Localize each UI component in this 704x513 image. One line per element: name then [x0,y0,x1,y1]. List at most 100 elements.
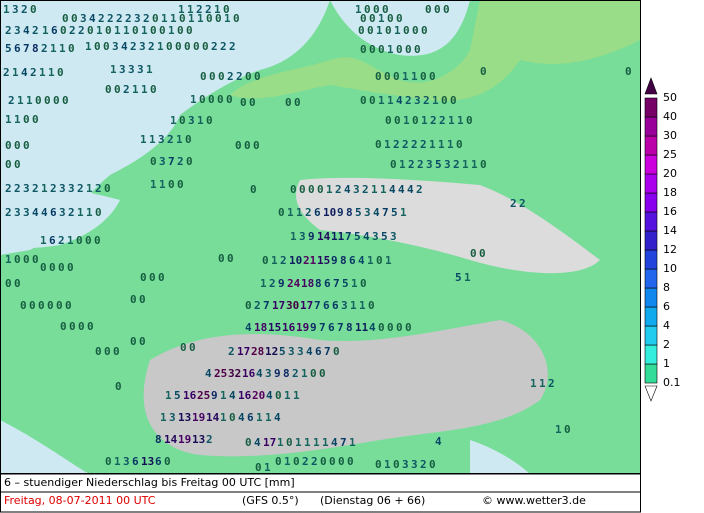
precip-value: 1 [293,389,300,402]
precip-value: 1 [48,66,55,79]
precip-value: 2 [416,183,423,196]
precip-value: 1 [290,230,297,243]
precip-value: 1 [400,206,407,219]
precip-value: 0 [434,3,441,16]
precip-value: 1 [86,182,93,195]
legend-swatch [644,306,658,327]
precip-value: 0 [105,24,112,37]
precip-value: 3 [80,12,87,25]
precip-value: 0 [317,183,324,196]
precip-value: 3 [137,63,144,76]
precip-value: 5 [435,158,442,171]
precip-value: 0 [177,178,184,191]
precip-value: 1 [110,63,117,76]
precip-value: 1 [3,3,10,16]
precip-value: 32 [228,367,241,380]
precip-value: 1 [220,411,227,424]
precip-value: 1 [5,113,12,126]
precip-value: 0 [254,70,261,83]
precip-value: 1 [197,12,204,25]
precip-value: 18 [254,321,267,334]
precip-value: 1 [86,206,93,219]
precip-value: 2 [5,206,12,219]
precip-value: 0 [244,139,251,152]
precip-value: 1 [351,277,358,290]
precip-value: 3 [23,182,30,195]
precip-value: 0 [78,320,85,333]
precip-value: 12 [265,345,278,358]
legend-label: 12 [663,243,677,256]
precip-value: 0 [394,114,401,127]
precip-value: 25 [197,389,210,402]
precip-value: 0 [360,43,367,56]
precip-value: 13 [178,411,191,424]
precip-value: 0 [245,299,252,312]
precip-value: 0 [95,345,102,358]
precip-value: 0 [40,261,47,274]
precip-value: 0 [139,335,146,348]
precip-value: 2 [393,138,400,151]
precip-value: 0 [206,12,213,25]
precip-value: 0 [76,234,83,247]
precip-value: 1 [256,411,263,424]
precip-value: 1 [350,299,357,312]
precip-value: 3 [159,155,166,168]
precip-value: 3 [372,230,379,243]
precip-value: 0 [208,93,215,106]
precip-value: 0 [152,12,159,25]
precip-value: 0 [95,206,102,219]
precip-value: 9 [278,277,285,290]
precip-value: 21 [303,254,317,267]
precip-value: 0 [104,345,111,358]
precip-value: 1 [141,83,148,96]
precip-value: 0 [412,114,419,127]
precip-value: 2 [205,3,212,16]
precip-value: 2 [50,182,57,195]
precip-value: 1 [313,436,320,449]
precip-value: 1 [123,24,130,37]
precip-value: 14 [164,433,178,446]
precip-value: 0 [373,3,380,16]
precip-value: 2 [254,299,261,312]
precip-value: 7 [23,42,30,55]
precip-value: 1 [265,411,272,424]
precip-value: 0 [369,43,376,56]
precip-value: 0 [227,252,234,265]
precip-value: 3 [14,24,21,37]
precip-value: 1 [421,114,428,127]
precip-value: 0 [149,271,156,284]
precip-value: 6 [332,299,339,312]
precip-value: 6 [315,345,322,358]
precip-value: 0 [130,293,137,306]
precip-value: 2 [30,66,37,79]
precip-value: 1 [161,12,168,25]
precip-value: 0 [193,40,200,53]
precip-value: 1 [168,24,175,37]
legend-label: 40 [663,110,677,123]
precip-value: 17 [263,436,276,449]
precip-value: 4 [32,206,39,219]
precip-value: 2 [68,206,75,219]
precip-value: 24 [287,277,301,290]
precip-value: 0 [235,139,242,152]
precip-value: 3 [139,40,146,53]
precip-value: 0 [166,40,173,53]
precip-value: 1 [284,389,291,402]
precip-value: 2 [510,197,517,210]
precip-value: 2 [519,197,526,210]
precip-value: 5 [381,230,388,243]
precip-value: 2 [292,367,299,380]
precip-value: 0 [168,178,175,191]
precip-value: 8 [283,367,290,380]
legend-swatch [644,211,658,232]
precip-value: 1 [114,24,121,37]
precip-value: 1 [462,158,469,171]
footer-date: Freitag, 08-07-2011 00 UTC [4,494,156,507]
precip-value: 1 [39,66,46,79]
precip-value: 0 [200,70,207,83]
precip-value: 0 [179,12,186,25]
precip-value: 0 [14,277,21,290]
precip-value: 6 [349,254,356,267]
precip-value: 15 [268,321,281,334]
